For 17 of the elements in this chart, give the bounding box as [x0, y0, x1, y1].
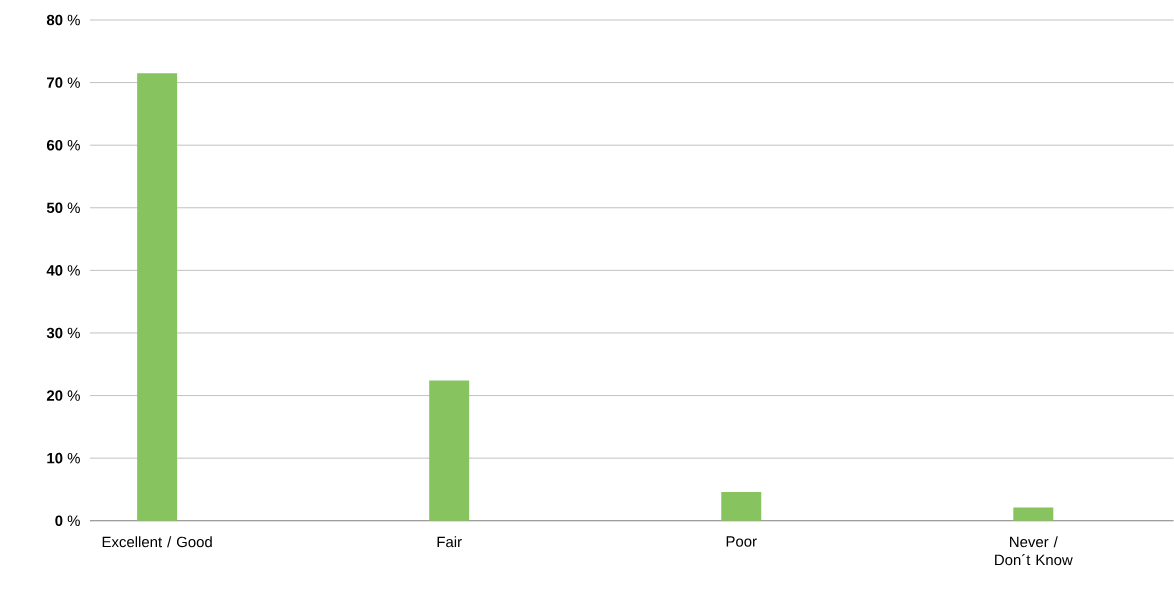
- x-tick-label: Never / Don´t Know: [995, 536, 1073, 566]
- y-tick-label: 70 %: [47, 77, 80, 89]
- bar: [429, 380, 470, 521]
- bar: [137, 73, 178, 521]
- y-tick-label: 60 %: [46, 140, 80, 151]
- x-tick-label: Poor: [726, 536, 757, 547]
- bar: [721, 492, 762, 521]
- bar: [1013, 507, 1054, 521]
- y-tick-label: 30 %: [46, 327, 80, 339]
- x-tick-label: Fair: [437, 536, 462, 548]
- x-tick-label: Excellent / Good: [102, 536, 212, 548]
- y-tick-label: 40 %: [46, 265, 80, 276]
- y-tick-label: 0 %: [55, 515, 80, 527]
- y-tick-label: 80 %: [46, 14, 80, 26]
- y-tick-label: 50 %: [46, 202, 80, 214]
- y-tick-label: 20 %: [46, 390, 80, 401]
- y-tick-label: 10 %: [47, 453, 80, 464]
